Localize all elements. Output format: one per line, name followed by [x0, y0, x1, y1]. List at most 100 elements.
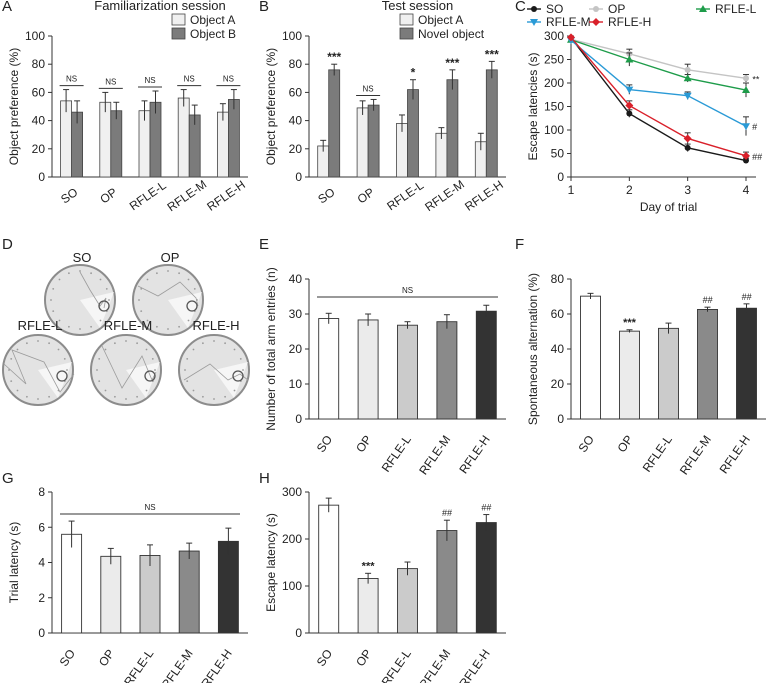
- panel-d-pool-marker-so: [105, 288, 108, 290]
- panel-letter-e: E: [259, 236, 270, 253]
- panel-d-pool-marker-op: [178, 325, 180, 328]
- panel-f-bar-rfle-m: [697, 309, 718, 420]
- panel-f-x-tick-label-rfle-h: RFLE-H: [717, 433, 753, 477]
- panel-d-pool-marker-rfle-m: [136, 395, 138, 398]
- panel-d-pool-marker-rfle-h: [233, 348, 236, 351]
- panel-d-pool-marker-so: [90, 325, 92, 328]
- panel-f-chart: 0 20 40 60 80 Spontaneous alternation (%) SO **…: [526, 272, 766, 477]
- panel-d-pool-marker-so: [68, 325, 70, 328]
- panel-f-bar-op: [619, 330, 640, 420]
- panel-a-sig-label-op: NS: [105, 77, 116, 86]
- panel-b-bar-novel-object-so: [328, 69, 341, 178]
- panel-g-bar-op: [100, 555, 122, 634]
- panel-d-pool-marker-so: [58, 319, 61, 322]
- panel-c-legend-label-op: OP: [608, 2, 625, 16]
- panel-a-chart: 0 20 40 60 80 100 Object preference (%) Familia…: [7, 0, 248, 214]
- panel-g-x-tick-label-rfle-m: RFLE-M: [159, 647, 196, 683]
- panel-g-y-tick-label: 4: [38, 556, 45, 570]
- panel-a-bar-object-a-op: [99, 101, 112, 178]
- panel-c-line-rfle-h: [570, 36, 747, 157]
- panel-letter-d: D: [2, 236, 13, 253]
- panel-b-bar-object-a-op: [356, 107, 369, 178]
- panel-b-legend-label-object-a: Object A: [418, 13, 463, 27]
- panel-e-bar-rfle-l: [397, 324, 418, 420]
- panel-c-x-tick-label: 2: [626, 183, 633, 197]
- panel-h-bar-rfle-h: [475, 522, 497, 634]
- panel-b-y-tick-label: 20: [289, 142, 303, 156]
- panel-f-sig-label-op: ***: [623, 317, 637, 329]
- panel-d-pool-marker-rfle-h: [186, 380, 189, 382]
- panel-a-legend-label-object-b: Object B: [190, 27, 236, 41]
- panel-b-x-tick-label-op: OP: [355, 185, 377, 206]
- panel-d-pool-marker-op: [146, 278, 149, 281]
- panel-d-pool-marker-op: [178, 272, 180, 275]
- panel-e-chart: 0 10 20 30 40 Number of total arm entries (n)…: [264, 267, 506, 477]
- panel-b-legend-swatch-novel-object: [399, 27, 414, 40]
- panel-c-point-rfle-m-day2: [625, 86, 634, 94]
- panel-a-y-axis-label: Object preference (%): [7, 48, 21, 165]
- panel-c-point-rfle-m-day4: [742, 123, 750, 131]
- panel-e-y-tick-label: 40: [289, 272, 303, 286]
- panel-h-x-tick-label-rfle-m: RFLE-M: [416, 647, 453, 683]
- panel-a-y-tick-label: 100: [25, 29, 45, 43]
- panel-e-y-axis-label: Number of total arm entries (n): [264, 267, 278, 430]
- panel-f-sig-label-rfle-h: ##: [741, 292, 752, 302]
- panel-d-pool-marker-op: [146, 319, 149, 322]
- panel-c-sig-label-rfle-h: ##: [752, 152, 763, 162]
- panel-a-x-tick-label-so: SO: [58, 185, 80, 206]
- panel-b-title: Test session: [382, 0, 454, 13]
- panel-d-swim-path-rfle-m: [101, 345, 157, 389]
- panel-f-bar-rfle-l: [658, 327, 679, 420]
- panel-c-legend-label-rfle-h: RFLE-H: [608, 15, 651, 29]
- panel-a-sig-label-rfle-l: NS: [144, 76, 155, 85]
- panel-g-y-tick-label: 6: [38, 520, 45, 534]
- panel-letter-a: A: [2, 0, 13, 15]
- panel-d-pool-marker-rfle-h: [233, 389, 236, 392]
- panel-d-pool-marker-op: [140, 288, 143, 290]
- panel-d-platform-rfle-m: [144, 370, 156, 382]
- panel-h-y-tick-label: 300: [282, 485, 302, 499]
- panel-c-y-tick-label: 300: [544, 29, 564, 43]
- panel-f-x-tick-label-op: OP: [615, 433, 636, 455]
- panel-g-bar-so: [61, 533, 83, 634]
- panel-d-pool-marker-rfle-m: [114, 342, 116, 345]
- panel-d-pool-marker-rfle-h: [213, 340, 215, 342]
- panel-a-bar-object-a-rfle-h: [216, 111, 229, 178]
- panel-d-pool-marker-rfle-h: [239, 358, 242, 360]
- panel-b-sig-label-rfle-l: *: [411, 66, 416, 80]
- panel-d-pool-marker-rfle-h: [224, 395, 226, 398]
- panel-g-x-tick-label-so: SO: [57, 647, 78, 669]
- panel-c-line-so: [570, 37, 747, 162]
- panel-f-y-tick-label: 20: [551, 377, 565, 391]
- panel-d-pool-marker-rfle-h: [186, 358, 189, 360]
- panel-d-pool-marker-rfle-l: [37, 340, 39, 342]
- panel-d-pool-marker-so: [58, 278, 61, 281]
- panel-c-y-tick-label: 100: [544, 123, 564, 137]
- panel-c-point-rfle-h-day2: [625, 101, 634, 110]
- panel-f-y-tick-label: 60: [551, 307, 565, 321]
- panel-a-y-tick-label: 80: [32, 57, 46, 71]
- panel-a-bar-object-a-rfle-m: [177, 97, 190, 178]
- panel-b-legend-label-novel-object: Novel object: [418, 27, 485, 41]
- panel-c-point-rfle-l-day2: [625, 55, 634, 63]
- panel-letter-h: H: [259, 470, 270, 487]
- panel-c-y-tick-label: 0: [557, 170, 564, 184]
- panel-d-label-rfle-h: RFLE-H: [193, 318, 240, 333]
- panel-a-x-tick-label-rfle-l: RFLE-L: [127, 178, 169, 213]
- panel-a-bar-object-b-rfle-h: [227, 99, 240, 178]
- panel-a-y-tick-label: 40: [32, 114, 46, 128]
- panel-g-bar-rfle-l: [139, 555, 161, 634]
- panel-d-pool-marker-rfle-l: [48, 395, 50, 398]
- panel-d-platform-rfle-h: [232, 370, 244, 382]
- panel-e-bar-rfle-m: [436, 321, 458, 420]
- panel-d-pool-marker-rfle-l: [10, 380, 13, 382]
- panel-b-bar-novel-object-rfle-l: [407, 89, 419, 178]
- panel-d-pool-marker-so: [99, 278, 102, 281]
- panel-a-legend-swatch-object-b: [171, 27, 186, 40]
- panel-b-y-tick-label: 80: [289, 57, 303, 71]
- panel-d-pool-marker-so: [68, 272, 70, 275]
- panel-c-chart: 0 50 100 150 200 250 300 Escape latencies (s) 1 2…: [526, 2, 763, 214]
- panel-d-pool-marker-rfle-m: [96, 369, 98, 371]
- panel-h-sig-label-rfle-h: ##: [481, 503, 492, 513]
